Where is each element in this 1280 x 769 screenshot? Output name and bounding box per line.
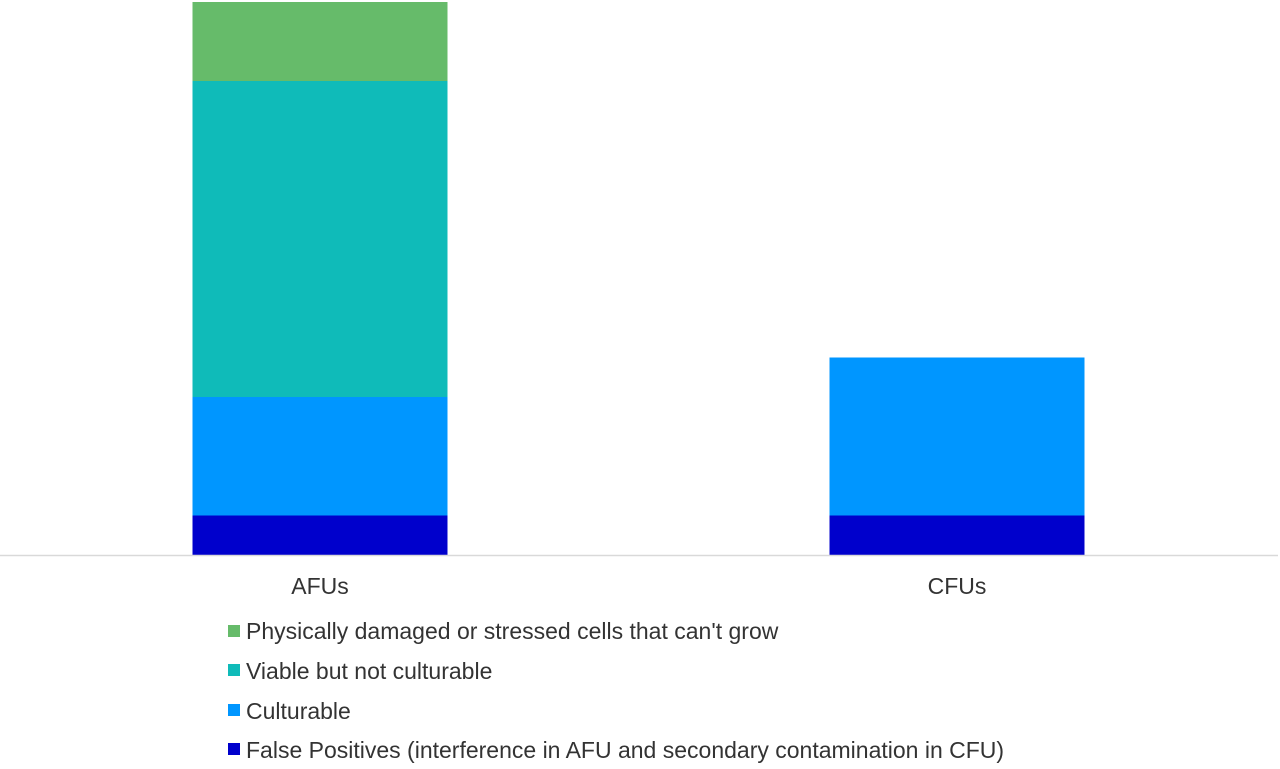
legend-swatch-false-positives [228, 743, 240, 755]
x-tick-label-afus: AFUs [291, 573, 349, 599]
legend-item: Viable but not culturable [228, 658, 492, 684]
legend-label-false-positives: False Positives (interference in AFU and… [246, 737, 1004, 763]
legend-item: Culturable [228, 698, 351, 724]
bar-segment-afus-culturable [192, 397, 448, 516]
bar-segment-cfus-culturable [829, 357, 1085, 516]
x-tick-label-cfus: CFUs [928, 573, 987, 599]
legend-swatch-viable [228, 664, 240, 676]
legend-swatch-culturable [228, 704, 240, 716]
legend-item: Physically damaged or stressed cells tha… [228, 618, 779, 644]
bar-segment-cfus-false-positives-interference-in-afu-and- [829, 515, 1085, 555]
bar-segment-afus-false-positives-interference-in-afu-and- [192, 515, 448, 555]
legend: Physically damaged or stressed cells tha… [228, 618, 1004, 763]
legend-label-damaged: Physically damaged or stressed cells tha… [246, 618, 779, 644]
bar-segment-afus-physically-damaged-or-stressed-cells-tha [192, 2, 448, 81]
legend-swatch-damaged [228, 625, 240, 637]
legend-label-culturable: Culturable [246, 698, 351, 724]
legend-item: False Positives (interference in AFU and… [228, 737, 1004, 763]
bars-group [192, 2, 1085, 555]
x-tick-labels: AFUs CFUs [291, 573, 986, 599]
legend-label-viable: Viable but not culturable [246, 658, 492, 684]
bar-segment-afus-viable-but-not-culturable [192, 81, 448, 397]
